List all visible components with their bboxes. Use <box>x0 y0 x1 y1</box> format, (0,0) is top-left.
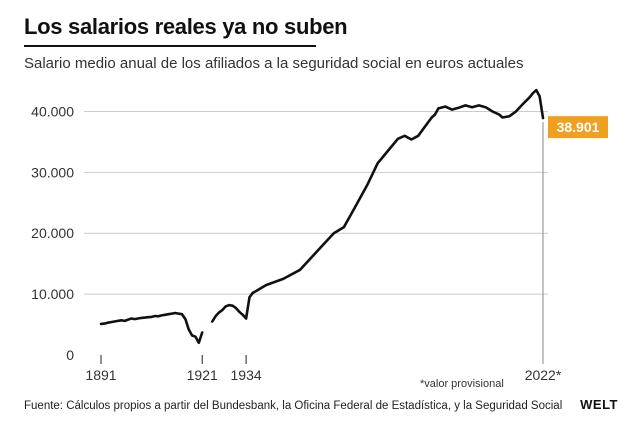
x-tick-label: 1891 <box>85 367 116 383</box>
x-tick-label: 1921 <box>187 367 218 383</box>
x-tick-label: 1934 <box>231 367 262 383</box>
welt-logo: WELT <box>580 397 618 412</box>
series-line <box>251 88 545 295</box>
end-value-label: 38.901 <box>557 119 600 135</box>
y-tick-label: 20.000 <box>31 225 74 241</box>
end-value-badge <box>548 116 608 139</box>
series-line-segment <box>211 291 255 323</box>
y-tick-label: 10.000 <box>31 286 74 302</box>
title-underline <box>24 45 316 47</box>
chart-subtitle: Salario medio anual de los afiliados a l… <box>24 55 524 72</box>
series-line-segment <box>99 311 204 345</box>
footnote: *valor provisional <box>420 378 504 390</box>
x-tick-label: 2022* <box>525 367 562 383</box>
source-note: Fuente: Cálculos propios a partir del Bu… <box>24 400 563 412</box>
y-tick-label: 0 <box>66 347 74 363</box>
chart-title: Los salarios reales ya no suben <box>24 14 348 39</box>
y-tick-label: 40.000 <box>31 103 74 119</box>
y-tick-label: 30.000 <box>31 164 74 180</box>
